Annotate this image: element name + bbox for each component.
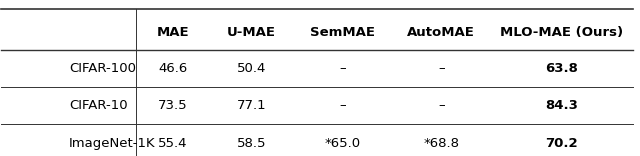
Text: –: – [438, 62, 445, 75]
Text: ImageNet-1K: ImageNet-1K [69, 137, 156, 150]
Text: 50.4: 50.4 [237, 62, 266, 75]
Text: 77.1: 77.1 [237, 99, 266, 112]
Text: CIFAR-100: CIFAR-100 [69, 62, 136, 75]
Text: CIFAR-10: CIFAR-10 [69, 99, 127, 112]
Text: 63.8: 63.8 [545, 62, 578, 75]
Text: U-MAE: U-MAE [227, 26, 276, 39]
Text: –: – [339, 99, 346, 112]
Text: 58.5: 58.5 [237, 137, 266, 150]
Text: 55.4: 55.4 [158, 137, 188, 150]
Text: –: – [339, 62, 346, 75]
Text: 70.2: 70.2 [545, 137, 578, 150]
Text: 46.6: 46.6 [158, 62, 188, 75]
Text: *65.0: *65.0 [324, 137, 361, 150]
Text: 84.3: 84.3 [545, 99, 578, 112]
Text: *68.8: *68.8 [423, 137, 460, 150]
Text: AutoMAE: AutoMAE [407, 26, 476, 39]
Text: MLO-MAE (Ours): MLO-MAE (Ours) [500, 26, 623, 39]
Text: MAE: MAE [157, 26, 189, 39]
Text: –: – [438, 99, 445, 112]
Text: 73.5: 73.5 [158, 99, 188, 112]
Text: SemMAE: SemMAE [310, 26, 375, 39]
